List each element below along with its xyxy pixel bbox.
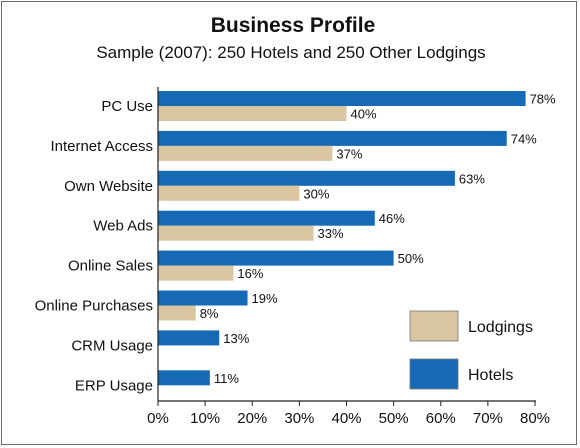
data-label-hotels-online-sales: 50%	[398, 251, 424, 266]
bar-hotels-online-purchases	[158, 290, 248, 306]
data-label-lodgings-pc-use: 40%	[351, 107, 377, 122]
category-label-internet-access: Internet Access	[50, 138, 153, 155]
bar-hotels-pc-use	[158, 91, 526, 106]
bar-lodgings-internet-access	[158, 145, 333, 161]
bar-lodgings-online-sales	[158, 265, 234, 281]
data-label-hotels-internet-access: 74%	[511, 131, 537, 146]
category-label-online-sales: Online Sales	[68, 258, 153, 275]
x-tick-label: 60%	[426, 410, 456, 427]
chart-subtitle: Sample (2007): 250 Hotels and 250 Other …	[96, 43, 485, 62]
data-label-hotels-online-purchases: 19%	[252, 291, 278, 306]
x-tick-label: 30%	[284, 410, 314, 427]
bar-hotels-own-website	[158, 170, 455, 186]
data-label-lodgings-web-ads: 33%	[318, 226, 344, 241]
bar-hotels-online-sales	[158, 250, 394, 266]
legend-label-lodgings: Lodgings	[468, 319, 533, 336]
legend-label-hotels: Hotels	[468, 367, 513, 384]
data-label-hotels-pc-use: 78%	[530, 92, 556, 107]
x-tick-label: 80%	[520, 410, 550, 427]
category-label-online-purchases: Online Purchases	[35, 298, 153, 315]
x-tick-label: 70%	[473, 410, 503, 427]
bar-lodgings-pc-use	[158, 106, 347, 121]
data-label-lodgings-online-purchases: 8%	[200, 306, 219, 321]
data-label-hotels-web-ads: 46%	[379, 211, 405, 226]
bar-hotels-internet-access	[158, 130, 507, 146]
data-label-hotels-crm-usage: 13%	[223, 331, 249, 346]
legend-swatch-hotels	[409, 358, 459, 390]
x-tick-label: 40%	[331, 410, 361, 427]
category-label-crm-usage: CRM Usage	[71, 337, 153, 354]
chart-title: Business Profile	[211, 14, 376, 37]
category-label-erp-usage: ERP Usage	[75, 377, 153, 394]
category-label-own-website: Own Website	[64, 178, 153, 195]
category-label-pc-use: PC Use	[101, 98, 153, 115]
legend-swatch-lodgings	[409, 310, 459, 342]
category-label-web-ads: Web Ads	[93, 218, 153, 235]
bar-lodgings-own-website	[158, 185, 300, 201]
data-label-hotels-erp-usage: 11%	[214, 371, 239, 386]
bar-hotels-crm-usage	[158, 330, 220, 346]
bar-lodgings-online-purchases	[158, 305, 196, 321]
legend: Lodgings Hotels	[409, 310, 533, 390]
plot-area: PC Use 78% 40% Internet Access 74% 37% Own Web…	[35, 87, 556, 427]
data-label-lodgings-online-sales: 16%	[237, 266, 263, 281]
x-tick-label: 50%	[379, 410, 409, 427]
x-tick-label: 20%	[237, 410, 267, 427]
bar-hotels-web-ads	[158, 210, 375, 226]
data-label-hotels-own-website: 63%	[459, 171, 485, 186]
bar-lodgings-web-ads	[158, 225, 314, 241]
data-label-lodgings-internet-access: 37%	[336, 146, 362, 161]
x-tick-label: 10%	[190, 410, 220, 427]
data-label-lodgings-own-website: 30%	[303, 186, 329, 201]
x-tick-label: 0%	[147, 410, 169, 427]
bar-hotels-erp-usage	[158, 370, 210, 386]
